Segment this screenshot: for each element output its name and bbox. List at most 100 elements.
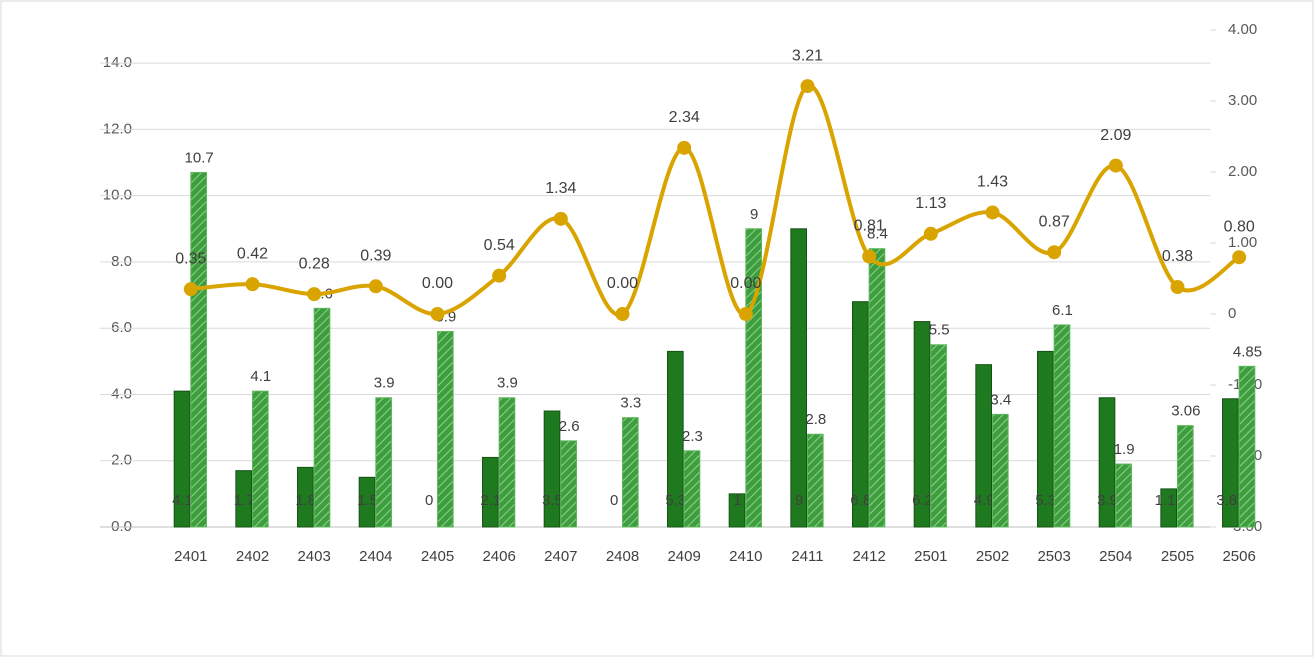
line-point xyxy=(1232,250,1247,265)
bar xyxy=(375,397,392,528)
bar xyxy=(622,417,639,528)
bar xyxy=(313,307,331,528)
line-point xyxy=(985,205,1000,220)
data-label: 2.09 xyxy=(1100,127,1131,144)
bar xyxy=(1053,324,1071,528)
data-label: 2.34 xyxy=(669,109,700,126)
x-tick-label: 2405 xyxy=(421,548,454,565)
bar xyxy=(543,410,561,528)
bar xyxy=(852,301,869,528)
y-tick-label: 14.0 xyxy=(103,54,132,71)
data-label: 8.4 xyxy=(867,226,888,243)
bar xyxy=(745,228,762,528)
line-point xyxy=(800,79,815,94)
data-label: 1.43 xyxy=(977,174,1008,191)
data-label: 4.9 xyxy=(974,492,995,509)
y-tick-label: 10.0 xyxy=(103,187,132,204)
line-point xyxy=(183,282,198,297)
y-tick-label: 6.0 xyxy=(111,319,132,336)
data-label: 1.8 xyxy=(295,492,316,509)
bar xyxy=(1037,350,1054,528)
line-point xyxy=(307,287,322,302)
x-tick-label: 2408 xyxy=(606,548,639,565)
data-label: 0.54 xyxy=(484,237,515,254)
data-label: 1 xyxy=(733,492,741,509)
data-label: 0.00 xyxy=(730,275,761,292)
x-tick-label: 2506 xyxy=(1222,548,1255,565)
x-tick-label: 2501 xyxy=(914,548,947,565)
bar xyxy=(1222,398,1239,528)
bar xyxy=(790,228,807,528)
data-label: 1.13 xyxy=(915,195,946,212)
bar xyxy=(173,390,191,528)
data-label: 2.6 xyxy=(559,418,580,435)
x-tick-label: 2410 xyxy=(729,548,762,565)
x-tick-label: 2409 xyxy=(667,548,700,565)
data-label: 2.3 xyxy=(682,428,703,445)
y2-tick-label: 3.00 xyxy=(1228,92,1257,109)
data-label: 3.3 xyxy=(620,395,641,412)
data-label: 0.87 xyxy=(1039,213,1070,230)
y2-tick-label: 4.00 xyxy=(1228,21,1257,38)
line-point xyxy=(1108,158,1123,173)
data-label: 5.5 xyxy=(929,322,950,339)
bar xyxy=(868,248,886,528)
line-point xyxy=(368,279,383,294)
bar xyxy=(1160,488,1177,528)
bar xyxy=(930,344,947,528)
bar xyxy=(1177,425,1194,528)
x-tick-label: 2407 xyxy=(544,548,577,565)
data-label: 6.1 xyxy=(1052,302,1073,319)
y2-tick-label: 2.00 xyxy=(1228,163,1257,180)
data-label: 1.7 xyxy=(234,492,255,509)
line-point xyxy=(615,307,630,321)
x-tick-label: 2411 xyxy=(791,548,823,565)
y-tick-label: 4.0 xyxy=(111,385,132,402)
data-label: 3.5 xyxy=(542,492,563,509)
bar xyxy=(437,331,454,528)
data-label: 5.3 xyxy=(1035,492,1056,509)
data-label: 3.21 xyxy=(792,47,823,64)
line-point xyxy=(738,307,753,321)
data-label: 0.28 xyxy=(299,255,330,272)
bar xyxy=(683,450,701,528)
x-tick-label: 2412 xyxy=(852,548,885,565)
bar xyxy=(1238,365,1256,528)
data-label: 2.1 xyxy=(480,492,501,509)
bar xyxy=(235,470,253,528)
data-label: 4.1 xyxy=(250,368,271,385)
data-label: 9 xyxy=(750,206,758,223)
line-point xyxy=(1047,245,1062,260)
x-tick-label: 2505 xyxy=(1161,548,1194,565)
data-label: 9 xyxy=(795,492,803,509)
x-tick-label: 2402 xyxy=(236,548,269,565)
x-tick-label: 2503 xyxy=(1037,548,1070,565)
bar xyxy=(358,476,376,528)
data-label: 4.85 xyxy=(1233,343,1262,360)
x-tick-label: 2504 xyxy=(1099,548,1132,565)
y-tick-label: 0.0 xyxy=(111,518,132,535)
x-tick-label: 2403 xyxy=(297,548,330,565)
line-point xyxy=(430,307,445,321)
x-tick-label: 2404 xyxy=(359,548,392,565)
data-label: 1.15 xyxy=(1155,492,1184,509)
bar xyxy=(190,171,207,528)
bar xyxy=(560,440,577,528)
data-label: 0.38 xyxy=(1162,248,1193,265)
bar xyxy=(252,390,269,528)
line-point xyxy=(245,277,260,292)
y-tick-label: 2.0 xyxy=(111,452,132,469)
data-label: 1.5 xyxy=(357,492,378,509)
y-tick-label: 8.0 xyxy=(111,253,132,270)
data-label: 0.80 xyxy=(1224,218,1255,235)
data-label: 3.9 xyxy=(497,375,518,392)
data-label: 1.34 xyxy=(545,180,576,197)
x-tick-label: 2502 xyxy=(976,548,1009,565)
bar xyxy=(913,321,931,528)
y2-tick-label: 1.00 xyxy=(1228,234,1257,251)
line-point xyxy=(677,140,692,155)
data-label: 3.06 xyxy=(1171,403,1200,420)
data-label: 6.8 xyxy=(850,492,871,509)
data-label: 4.1 xyxy=(172,492,193,509)
data-label: 3.9 xyxy=(374,375,395,392)
